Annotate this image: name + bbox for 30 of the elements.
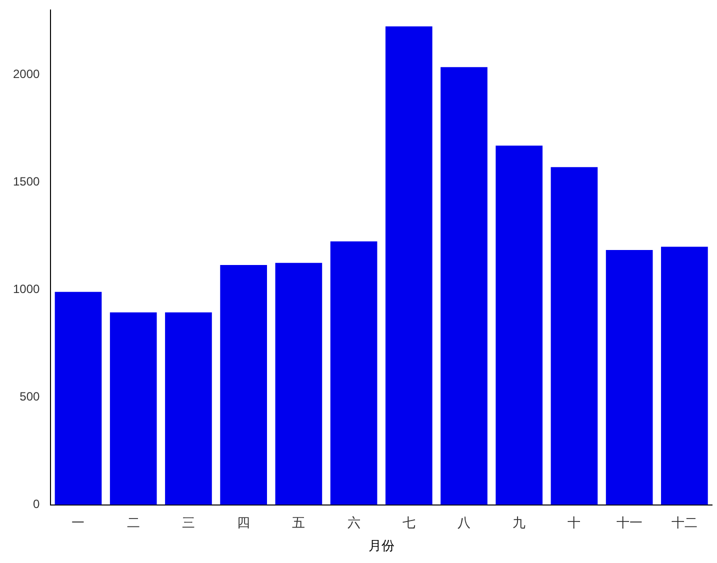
x-tick-label: 六 <box>347 515 360 530</box>
x-tick-label: 十 <box>568 515 581 530</box>
bar <box>385 26 432 505</box>
bar <box>550 167 598 505</box>
x-tick-label: 十一 <box>616 515 642 530</box>
y-tick-label: 1000 <box>12 282 40 296</box>
x-tick-label: 五 <box>292 515 306 530</box>
bar <box>330 241 378 505</box>
bar <box>661 246 708 505</box>
x-tick-label: 九 <box>512 515 526 530</box>
bar <box>165 312 212 505</box>
x-tick-label: 四 <box>237 515 250 530</box>
bar <box>440 67 488 505</box>
bar <box>110 312 157 505</box>
bar <box>496 146 543 505</box>
bar <box>54 292 102 505</box>
bar <box>606 250 653 505</box>
x-tick-label: 三 <box>182 515 195 530</box>
y-tick-label: 1500 <box>12 174 40 189</box>
bar <box>220 265 267 505</box>
x-tick-label: 一 <box>72 515 85 530</box>
y-tick-label: 500 <box>20 390 40 404</box>
x-tick-label: 十二 <box>671 515 698 530</box>
x-tick-label: 七 <box>402 515 416 530</box>
y-tick-label: 2000 <box>12 67 40 82</box>
x-tick-label: 二 <box>126 515 140 530</box>
x-axis-title: 月份 <box>368 538 394 553</box>
bar <box>275 262 322 505</box>
y-tick-label: 0 <box>33 497 40 512</box>
x-tick-label: 八 <box>458 515 471 530</box>
